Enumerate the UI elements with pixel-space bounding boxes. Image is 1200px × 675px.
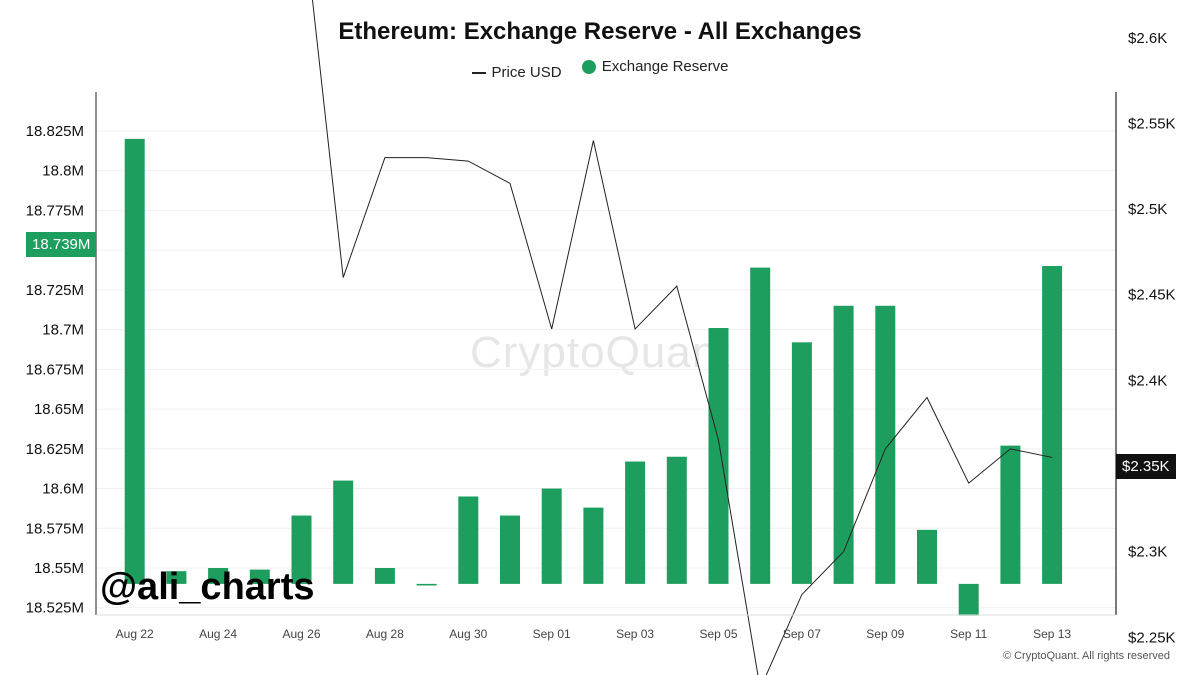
x-tick-label: Sep 07 xyxy=(783,627,821,641)
watermark: CryptoQuant xyxy=(470,328,731,377)
y-left-tick-label: 18.725M xyxy=(26,282,84,299)
reserve-bar xyxy=(791,342,812,584)
y-left-tick-label: 18.6M xyxy=(42,481,84,498)
x-tick-label: Aug 28 xyxy=(366,627,404,641)
reserve-bar xyxy=(708,328,729,584)
x-tick-label: Sep 09 xyxy=(866,627,904,641)
y-left-tick-label: 18.675M xyxy=(26,361,84,378)
reserve-bar xyxy=(666,456,687,584)
y-right-tick-label: $2.3K xyxy=(1128,544,1167,561)
y-right-tick-label: $2.25K xyxy=(1128,629,1176,646)
reserve-bar xyxy=(416,583,437,586)
reserve-bar xyxy=(1042,266,1063,584)
legend-label-price: Price USD xyxy=(491,64,562,82)
legend-item-price[interactable]: Price USD xyxy=(471,64,562,82)
y-left-tick-label: 18.625M xyxy=(26,441,84,458)
legend-item-reserve[interactable]: Exchange Reserve xyxy=(581,58,729,75)
copyright-notice: © CryptoQuant. All rights reserved xyxy=(1002,650,1170,662)
reserve-bar xyxy=(917,529,937,584)
reserve-bars xyxy=(124,138,1063,616)
x-tick-label: Aug 24 xyxy=(199,627,237,641)
reserve-bar xyxy=(500,515,520,584)
y-left-tick-label: 18.775M xyxy=(26,202,84,219)
y-left-tick-label: 18.8M xyxy=(42,163,84,180)
chart-title: Ethereum: Exchange Reserve - All Exchang… xyxy=(338,18,862,45)
reserve-bar xyxy=(625,461,646,584)
y-left-tick-label: 18.525M xyxy=(26,600,84,617)
reserve-bar xyxy=(249,569,270,584)
x-tick-label: Aug 26 xyxy=(282,627,320,641)
grid xyxy=(96,130,1116,609)
reserve-bar xyxy=(374,568,395,584)
y-left-tick-label: 18.7M xyxy=(42,322,84,339)
reserve-bar xyxy=(166,571,187,584)
reserve-bar xyxy=(208,568,229,584)
reserve-bar xyxy=(583,507,604,584)
reserve-bar xyxy=(124,138,145,584)
y-right-tick-label: $2.5K xyxy=(1128,201,1167,218)
x-tick-label: Sep 05 xyxy=(699,627,737,641)
reserve-bar xyxy=(291,515,312,584)
current-reserve-badge: 18.739M xyxy=(26,232,97,257)
author-handle: @ali_charts xyxy=(100,566,315,608)
y-right-tick-label: $2.6K xyxy=(1128,30,1167,47)
legend: Price USD Exchange Reserve xyxy=(0,58,1200,81)
reserve-bar xyxy=(875,305,896,584)
x-tick-label: Sep 11 xyxy=(950,627,987,641)
x-tick-label: Sep 13 xyxy=(1033,627,1071,641)
x-tick-label: Sep 01 xyxy=(533,627,571,641)
legend-label-reserve: Exchange Reserve xyxy=(601,58,729,75)
reserve-bar xyxy=(541,488,562,584)
x-tick-label: Aug 22 xyxy=(116,627,154,641)
y-right-tick-label: $2.4K xyxy=(1128,372,1167,389)
price-line xyxy=(311,0,1053,675)
price-line-layer xyxy=(311,0,1053,675)
y-left-tick-label: 18.65M xyxy=(34,401,84,418)
reserve-bar xyxy=(750,267,771,584)
y-right-tick-label: $2.55K xyxy=(1128,115,1176,132)
reserve-bar xyxy=(458,496,479,584)
current-price-badge: $2.35K xyxy=(1116,454,1176,479)
x-tick-label: Sep 03 xyxy=(616,627,654,641)
y-right-tick-label: $2.45K xyxy=(1128,287,1176,304)
y-left-tick-label: 18.825M xyxy=(26,123,84,140)
x-tick-label: Aug 30 xyxy=(449,627,487,641)
reserve-bar xyxy=(958,583,979,616)
y-left-tick-label: 18.575M xyxy=(26,520,84,537)
reserve-bar xyxy=(1000,445,1021,584)
legend-dot-icon xyxy=(581,59,596,74)
y-left-tick-label: 18.55M xyxy=(34,560,84,577)
reserve-bar xyxy=(833,305,854,584)
axes xyxy=(95,92,1117,616)
reserve-bar xyxy=(333,480,354,584)
legend-line-icon xyxy=(471,72,486,74)
